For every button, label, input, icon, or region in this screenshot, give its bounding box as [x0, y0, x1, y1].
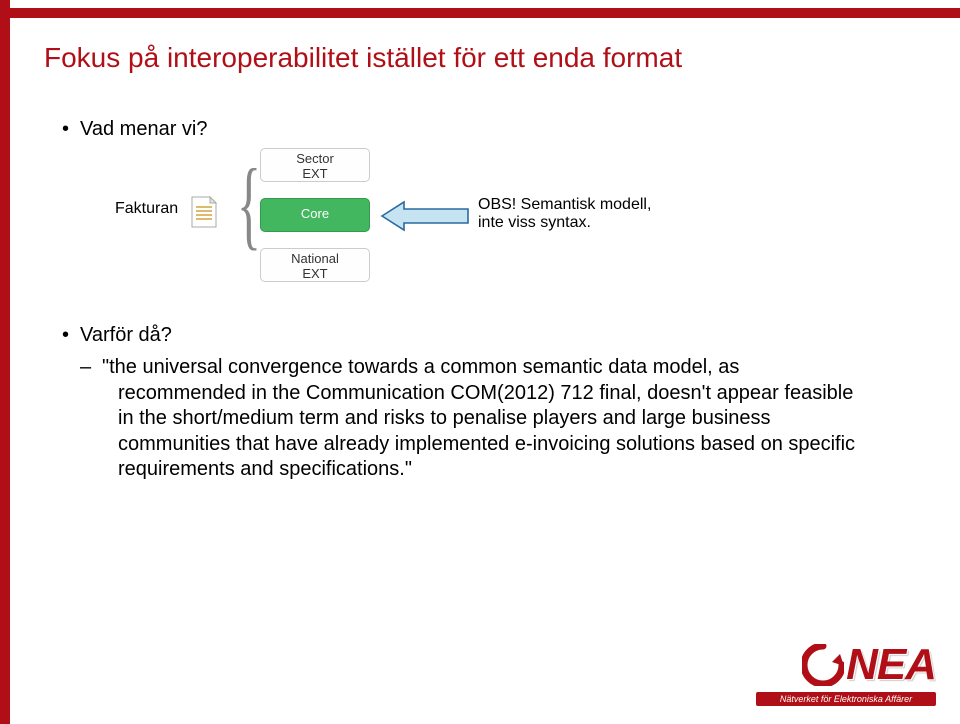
swoosh-icon [802, 644, 844, 686]
top-accent-bar [0, 8, 960, 18]
bullet-what: Vad menar vi? [80, 118, 207, 141]
obs-line1: OBS! Semantisk modell, [478, 196, 651, 213]
arrow-left-icon [380, 198, 470, 234]
left-accent-bar [0, 0, 10, 724]
box-core-label: Core [301, 206, 329, 221]
quote-text: "the universal convergence towards a com… [102, 355, 872, 483]
fakturan-label: Fakturan [115, 200, 178, 218]
box-national-label: NationalEXT [291, 251, 339, 281]
obs-line2: inte viss syntax. [478, 214, 591, 231]
box-core: Core [260, 198, 370, 232]
bullet-why: Varför då? [80, 324, 172, 347]
box-sector-ext: SectorEXT [260, 148, 370, 182]
logo-text: NEA [846, 640, 936, 690]
box-national-ext: NationalEXT [260, 248, 370, 282]
logo-tagline: Nätverket för Elektroniska Affärer [756, 692, 936, 706]
document-icon [190, 195, 218, 229]
nea-logo: NEA Nätverket för Elektroniska Affärer [756, 640, 936, 706]
curly-brace: { [237, 146, 261, 261]
logo-top-row: NEA [756, 640, 936, 690]
slide-title: Fokus på interoperabilitet istället för … [44, 42, 682, 74]
box-sector-label: SectorEXT [296, 151, 334, 181]
obs-note: OBS! Semantisk modell, inte viss syntax. [478, 196, 651, 232]
